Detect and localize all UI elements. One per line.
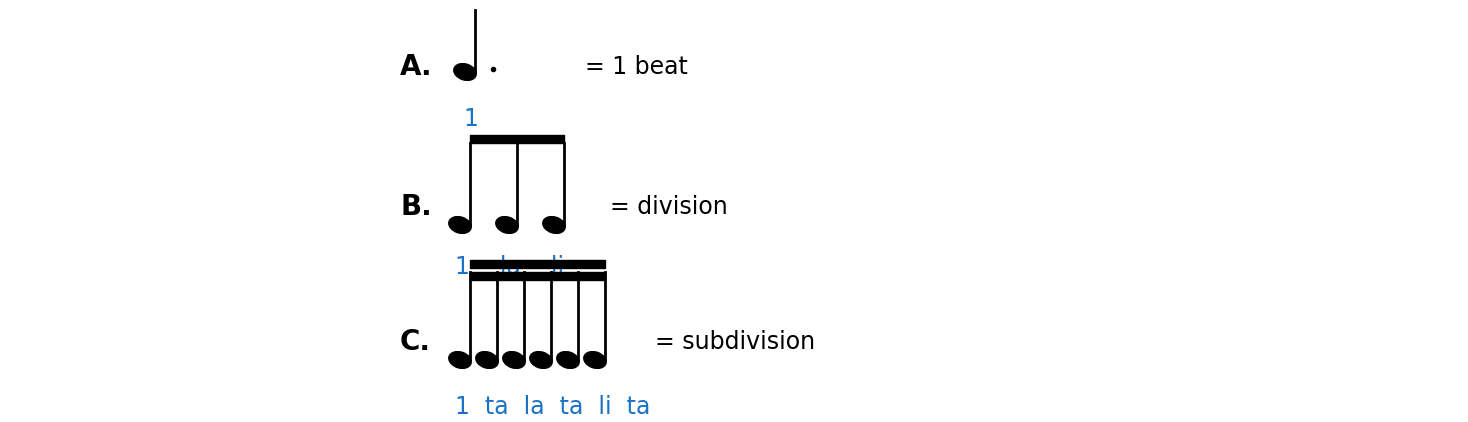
Text: B.: B.: [399, 193, 432, 221]
Ellipse shape: [496, 216, 518, 233]
Ellipse shape: [449, 352, 471, 368]
Text: 1: 1: [462, 107, 479, 131]
Ellipse shape: [449, 216, 471, 233]
Ellipse shape: [584, 352, 606, 368]
Text: 1  ta  la  ta  li  ta: 1 ta la ta li ta: [455, 395, 650, 419]
Text: C.: C.: [399, 328, 432, 356]
Ellipse shape: [476, 352, 498, 368]
Text: A.: A.: [399, 53, 433, 81]
Ellipse shape: [543, 216, 565, 233]
Ellipse shape: [502, 352, 526, 368]
Text: = 1 beat: = 1 beat: [586, 55, 688, 79]
Text: = subdivision: = subdivision: [655, 330, 815, 354]
Text: 1    la    li: 1 la li: [455, 255, 564, 279]
Ellipse shape: [556, 352, 580, 368]
Text: = division: = division: [611, 195, 728, 219]
Ellipse shape: [530, 352, 552, 368]
Ellipse shape: [454, 64, 476, 81]
